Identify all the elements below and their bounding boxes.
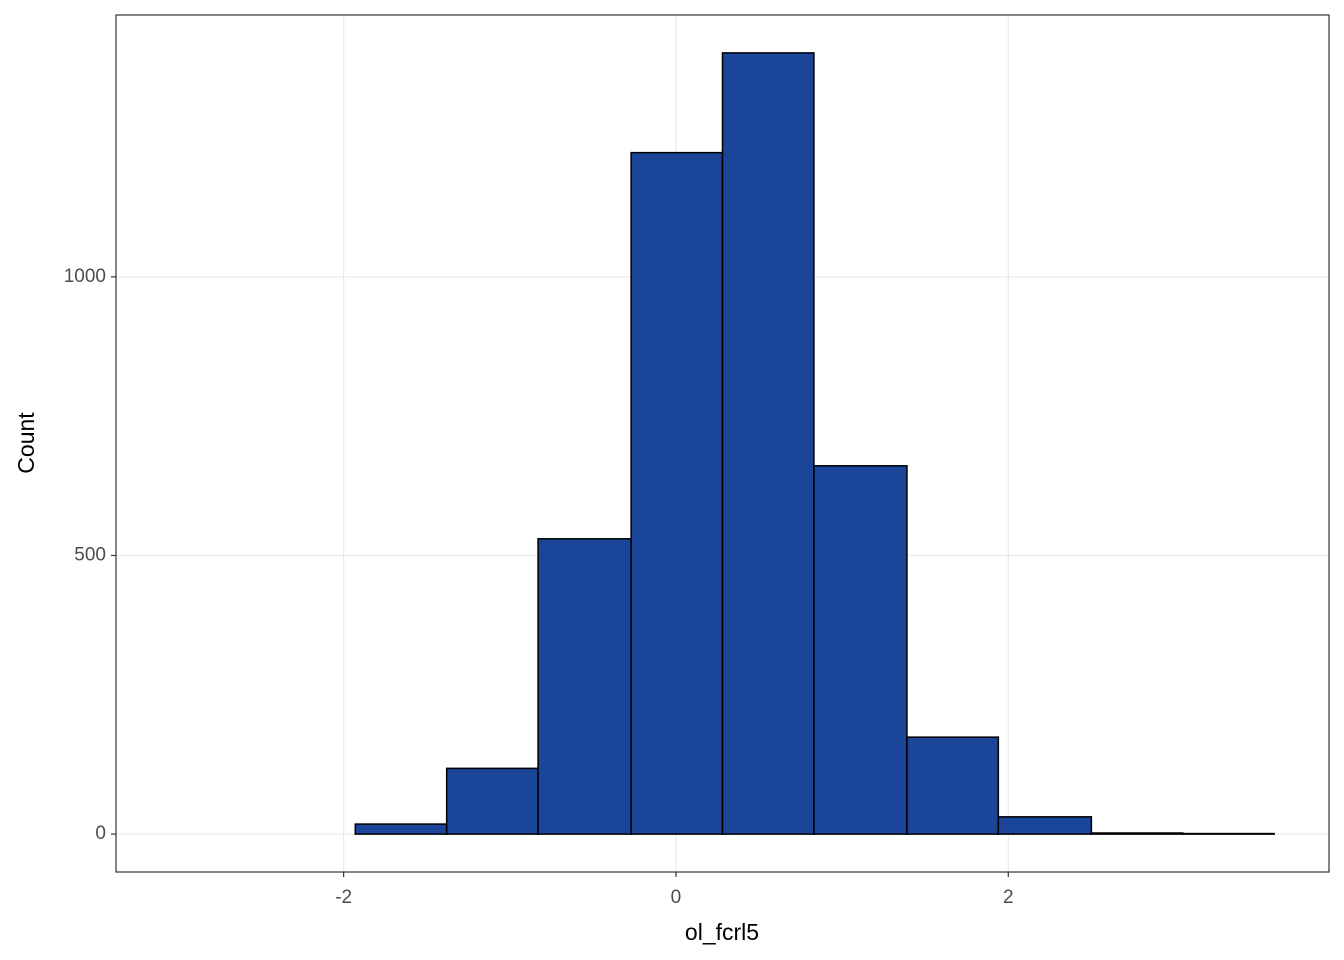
panel-border [115,14,1330,873]
y-tick-label: 1000 [64,266,106,287]
x-tick-label: 2 [1003,887,1014,908]
bar [630,151,724,835]
bar [813,465,908,835]
bar [445,767,539,835]
bar [721,52,815,835]
y-axis-title: Count [13,412,39,474]
bar [537,538,632,835]
bar [906,736,1000,835]
bar [1090,832,1184,835]
bar [354,823,448,835]
x-tick-label: 0 [671,887,682,908]
x-axis-title: ol_fcrl5 [685,919,759,945]
y-tick-label: 0 [95,823,106,844]
bar [1182,832,1275,835]
x-tick-label: -2 [335,887,352,908]
y-tick-label: 500 [74,545,106,566]
bar [997,816,1093,835]
